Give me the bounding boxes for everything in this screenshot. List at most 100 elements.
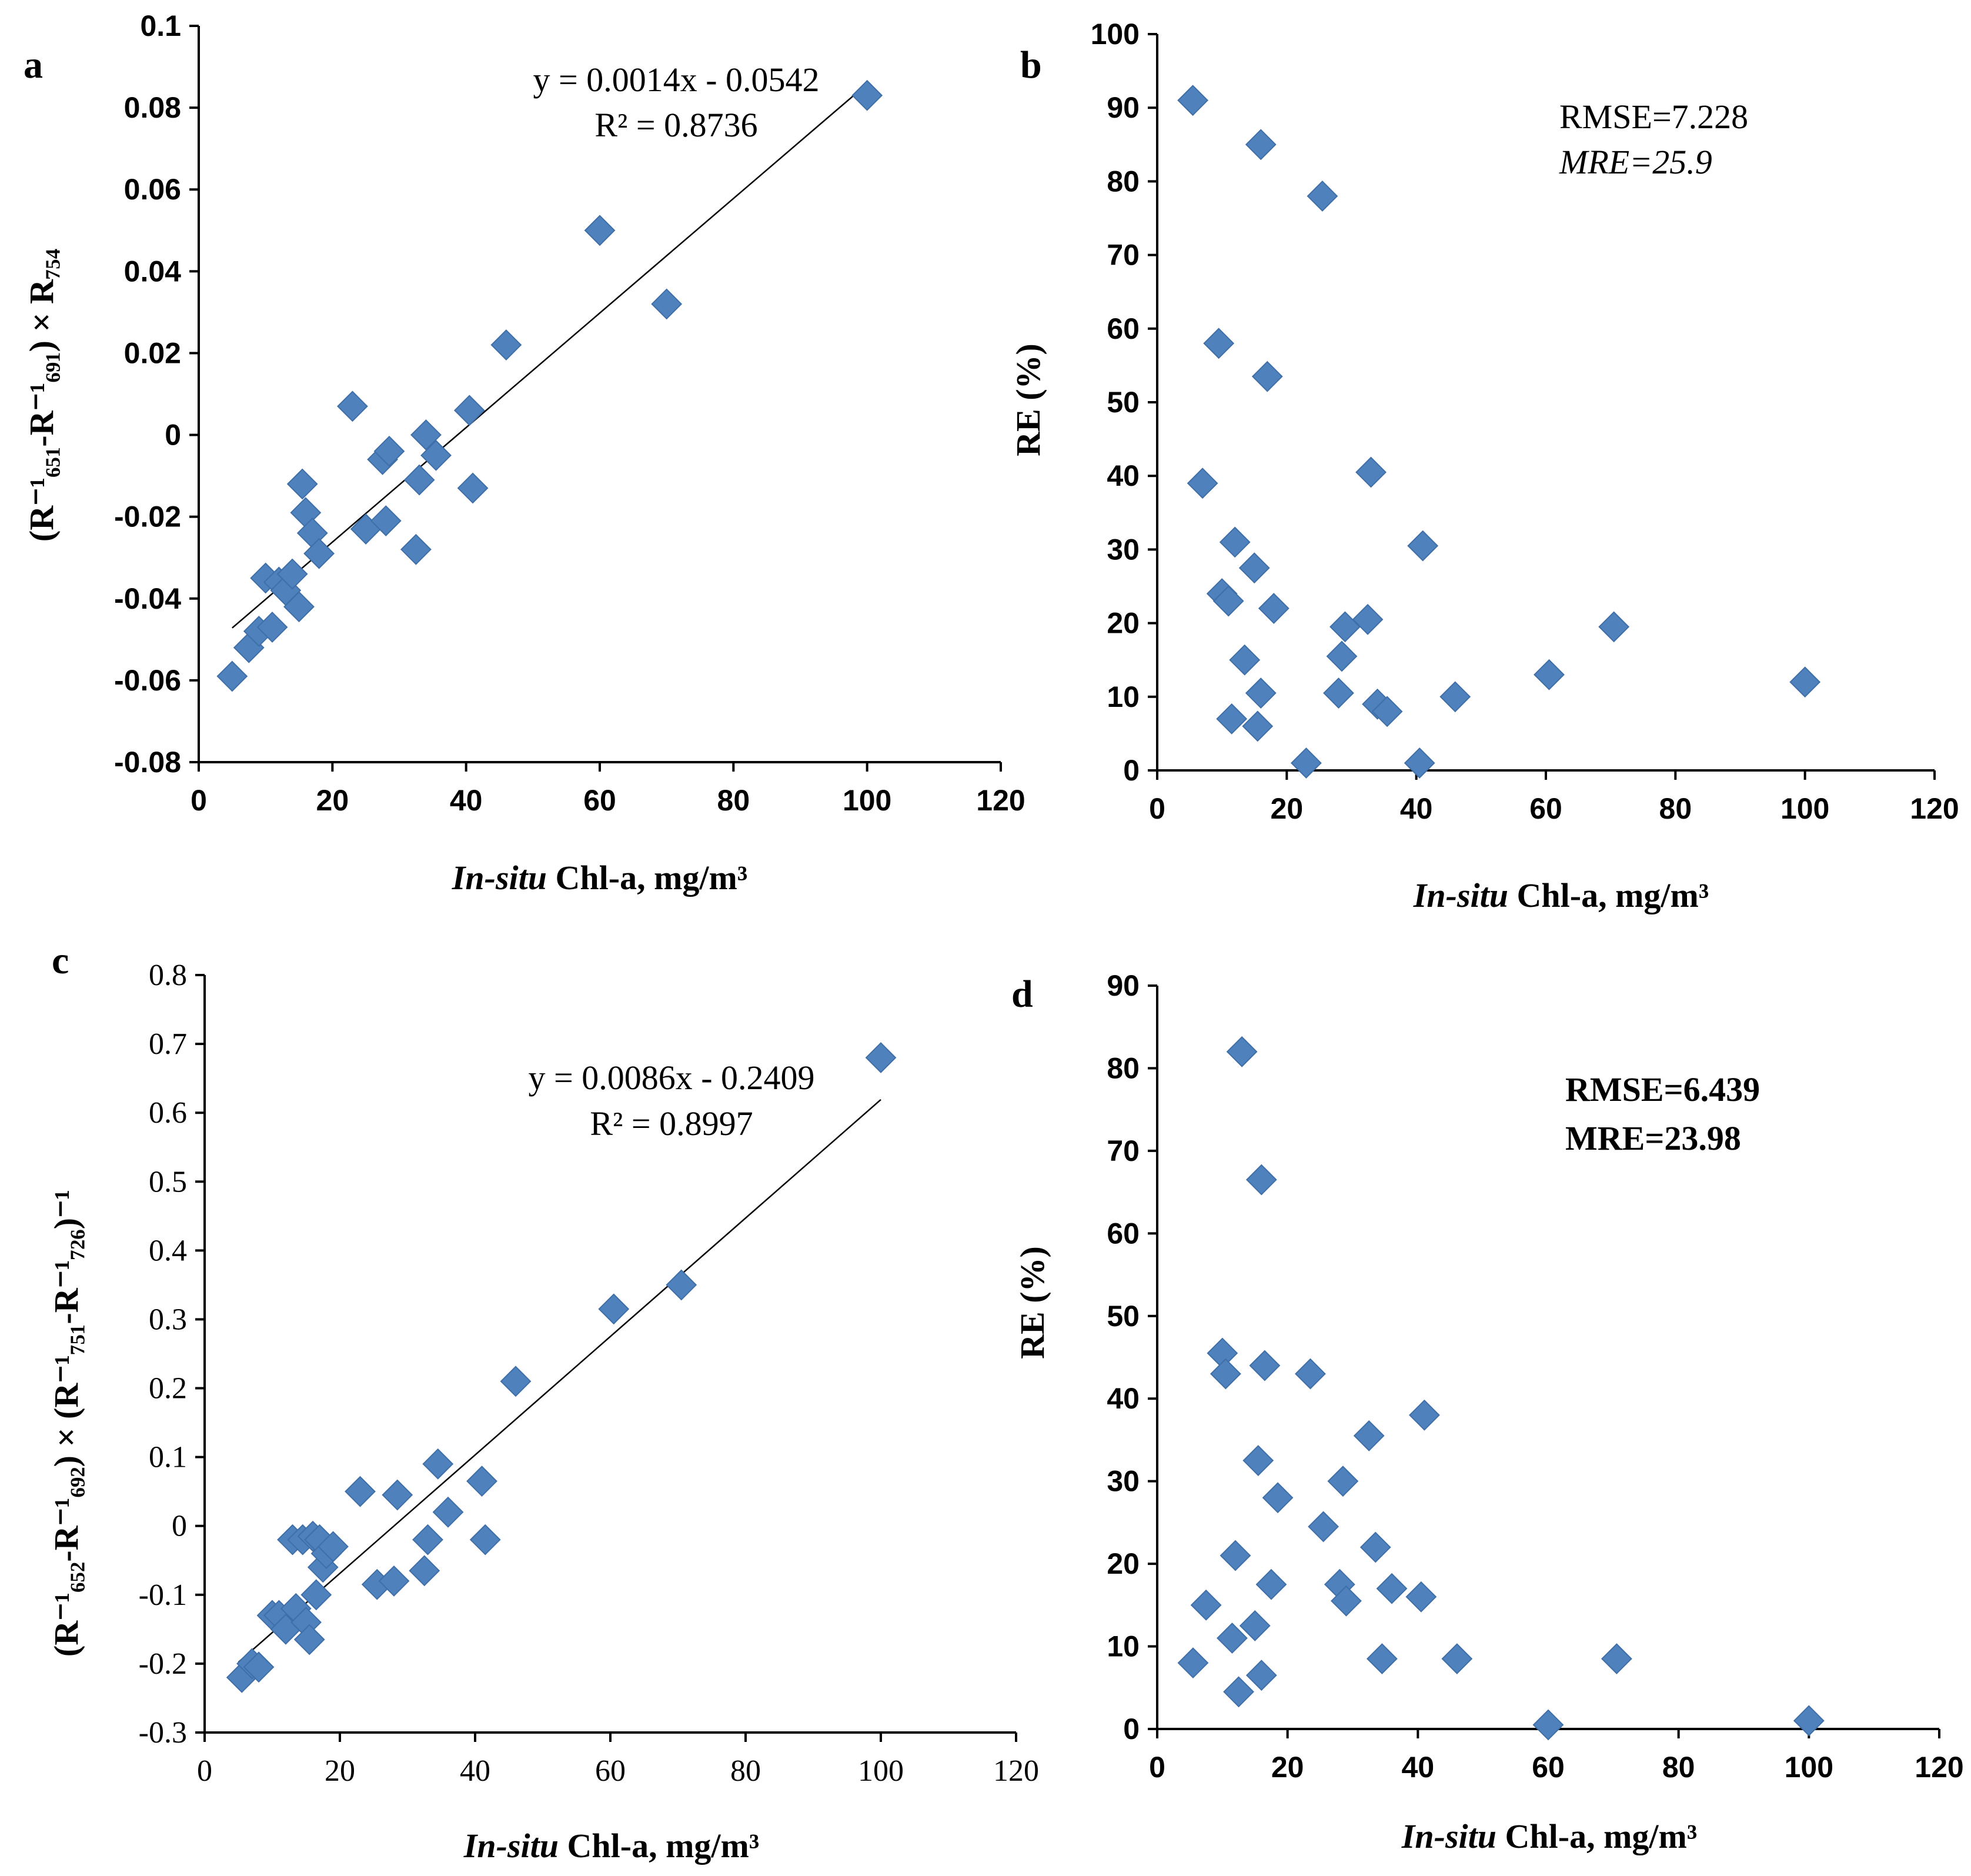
panel-c-data-point — [598, 1293, 630, 1325]
panel-b-data-point — [1177, 85, 1209, 116]
panel-c-data-point — [409, 1555, 440, 1587]
panel-b-data-point — [1216, 703, 1248, 735]
panel-b-xlabel-italic: In-situ — [1413, 876, 1508, 914]
panel-b-y-tick-label: 10 — [1107, 680, 1140, 713]
panel-d-x-tick-label: 60 — [1532, 1751, 1565, 1784]
panel-b-data-point — [1355, 456, 1387, 488]
panel-d-data-point — [1295, 1358, 1326, 1390]
panel-a-label: a — [24, 44, 43, 86]
panel-a-x-tick-label: 20 — [316, 784, 349, 817]
panel-b-data-point — [1407, 530, 1439, 562]
panel-b-data-point — [1371, 696, 1403, 727]
panel-d-data-point — [1245, 1164, 1277, 1196]
panel-d-data-point — [1532, 1709, 1564, 1741]
panel-b-x-tick-label: 60 — [1529, 792, 1562, 825]
panel-b-x-tick-label: 120 — [1910, 792, 1959, 825]
panel-a-data-point — [457, 472, 489, 504]
panel-d-xlabel: In-situ Chl-a, mg/m³ — [1401, 1817, 1697, 1855]
panel-b-y-tick-label: 80 — [1107, 165, 1140, 198]
panel-a-y-tick-label: -0.08 — [114, 746, 181, 779]
panel-a: -0.08 -0.06 -0.04 -0.02 0 0.02 0.04 0.06 0.08 0.1… — [22, 9, 1025, 897]
panel-a-data-point — [420, 439, 452, 471]
panel-c-x-tick-label: 120 — [993, 1754, 1039, 1788]
panel-d-x-tick-label: 0 — [1149, 1751, 1165, 1784]
panel-a-data-point — [651, 288, 683, 320]
panel-b-data-point — [1323, 677, 1354, 709]
panel-b-y-tick-label: 60 — [1107, 312, 1140, 345]
panel-b-data-point — [1598, 611, 1630, 643]
panel-d-data-point — [1353, 1420, 1385, 1451]
panel-b-x-tick-label: 20 — [1271, 792, 1304, 825]
panel-a-ylabel: (R⁻¹₆₅₁-R⁻¹₆₉₁) × R₇₅₄ — [22, 249, 61, 542]
panel-a-xlabel-italic: In-situ — [452, 859, 547, 897]
panel-b-data-point — [1439, 681, 1471, 713]
panel-b-y-tick-label: 50 — [1107, 386, 1140, 419]
panel-a-data-point — [276, 558, 308, 590]
panel-a-x-tick-label: 120 — [976, 784, 1025, 817]
panel-c-r2: R² = 0.8997 — [590, 1104, 753, 1143]
panel-b-data-point — [1258, 593, 1289, 624]
panel-c-xlabel-italic: In-situ — [463, 1827, 559, 1865]
panel-c-data-point — [412, 1524, 443, 1555]
panel-b-data-point — [1326, 640, 1358, 672]
panel-d-y-tick-label: 10 — [1107, 1630, 1140, 1663]
panel-b-label: b — [1020, 44, 1042, 86]
panel-c-y-tick-label: 0.1 — [149, 1441, 187, 1474]
panel-c-data-point — [382, 1479, 413, 1511]
panel-d-data-point — [1601, 1643, 1632, 1675]
panel-d-y-tick-label: 80 — [1107, 1052, 1140, 1084]
panel-d-data-point — [1405, 1581, 1437, 1613]
panel-b-data-point — [1238, 552, 1270, 584]
panel-b-x-tick-label: 0 — [1149, 792, 1165, 825]
panel-b-data-point — [1307, 181, 1338, 212]
panel-b-ylabel: RE (%) — [1009, 343, 1047, 456]
panel-c-xlabel-rest: Chl-a, mg/m³ — [559, 1827, 759, 1865]
panel-d-y-tick-label: 0 — [1123, 1713, 1140, 1745]
panel-c-y-tick-label: 0.4 — [149, 1234, 187, 1267]
panel-c-x-tick-label: 0 — [197, 1754, 212, 1788]
panel-b-data-point — [1352, 603, 1384, 635]
panel-c-data-point — [469, 1524, 501, 1555]
panel-a-data-point — [490, 329, 522, 360]
panel-c-xlabel: In-situ Chl-a, mg/m³ — [463, 1827, 759, 1865]
panel-d-x-tick-label: 20 — [1271, 1751, 1304, 1784]
panel-d-data-point — [1177, 1647, 1209, 1679]
panel-b-data-point — [1229, 644, 1261, 676]
panel-b-data-point — [1290, 747, 1322, 779]
panel-a-plot: -0.08 -0.06 -0.04 -0.02 0 0.02 0.04 0.06 0.08 0.1… — [114, 9, 1025, 817]
panel-b-data-point — [1404, 747, 1435, 779]
panel-d-data-point — [1308, 1511, 1339, 1543]
panel-a-y-tick-label: -0.04 — [114, 582, 181, 615]
panel-d-data-point — [1223, 1676, 1254, 1708]
panel-c-x-tick-label: 60 — [595, 1754, 626, 1788]
panel-a-data-point — [453, 395, 485, 426]
panel-b-data-point — [1187, 468, 1218, 499]
panel-c-data-point — [466, 1466, 497, 1497]
panel-c-x-tick-label: 80 — [730, 1754, 761, 1788]
panel-a-trendline — [232, 83, 868, 629]
panel-c-x-tick-label: 20 — [325, 1754, 355, 1788]
panel-c-trendline — [238, 1099, 881, 1663]
panel-a-data-point — [283, 591, 315, 623]
panel-a-x-tick-label: 80 — [717, 784, 750, 817]
panel-c-data-point — [318, 1531, 349, 1563]
panel-b-x-tick-label: 80 — [1659, 792, 1692, 825]
panel-a-r2: R² = 0.8736 — [594, 106, 757, 144]
panel-b-y-tick-label: 30 — [1107, 533, 1140, 566]
panel-b-x-tick-label: 40 — [1400, 792, 1433, 825]
panel-c-y-tick-label: -0.3 — [139, 1716, 187, 1750]
panel-b-data-point — [1534, 659, 1565, 690]
panel-d-ylabel: RE (%) — [1013, 1246, 1051, 1359]
panel-d-plot: 0 10 20 30 40 50 60 70 80 90 0 20 40 60 80 100 120 — [1107, 969, 1963, 1784]
panel-d-y-tick-label: 40 — [1107, 1382, 1140, 1415]
panel-d-data-point — [1359, 1531, 1391, 1563]
panel-d-data-point — [1793, 1705, 1825, 1737]
panel-a-y-tick-label: 0.1 — [140, 9, 181, 42]
panel-b-xlabel: In-situ Chl-a, mg/m³ — [1413, 876, 1709, 914]
panel-c-data-point — [865, 1042, 897, 1073]
panel-b-data-point — [1251, 360, 1283, 392]
panel-a-xlabel-rest: Chl-a, mg/m³ — [547, 859, 747, 897]
panel-c-y-tick-label: 0.8 — [149, 959, 187, 992]
